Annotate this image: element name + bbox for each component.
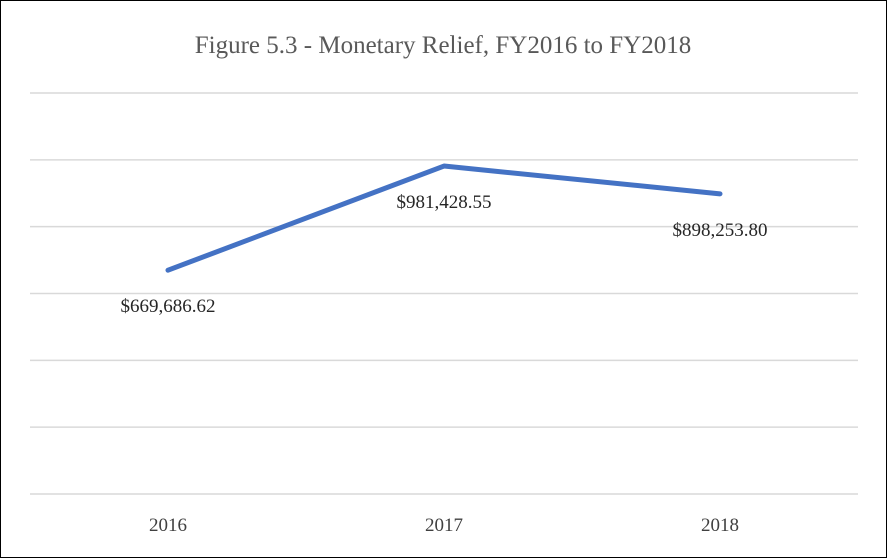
data-label: $981,428.55: [397, 192, 492, 213]
series-line: [165, 163, 723, 273]
chart-title: Figure 5.3 - Monetary Relief, FY2016 to …: [195, 32, 691, 59]
data-label: $898,253.80: [673, 220, 768, 241]
series-group: [165, 163, 723, 273]
data-labels: $669,686.62 $981,428.55 $898,253.80: [121, 192, 768, 317]
x-tick-label: 2018: [701, 515, 739, 536]
x-tick-label: 2017: [425, 515, 463, 536]
data-label: $669,686.62: [121, 296, 216, 317]
x-axis-ticks: 2016 2017 2018: [149, 515, 739, 536]
x-tick-label: 2016: [149, 515, 187, 536]
gridlines: [30, 92, 858, 495]
